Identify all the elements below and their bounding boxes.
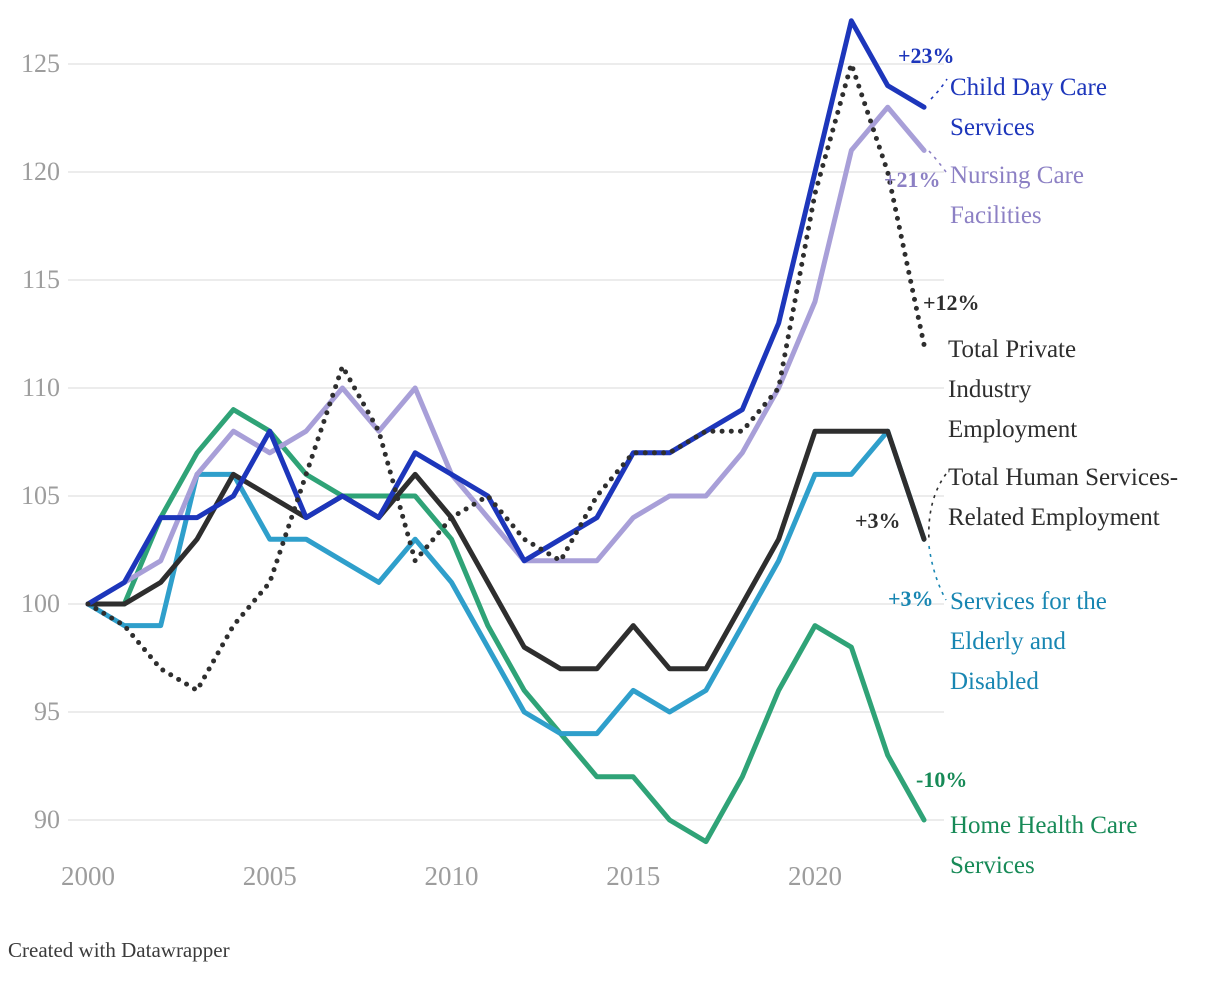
y-axis-tick-90: 90 xyxy=(34,805,60,834)
x-axis-tick-2010: 2010 xyxy=(424,861,479,891)
datawrapper-credit: Created with Datawrapper xyxy=(8,938,230,962)
y-axis-tick-120: 120 xyxy=(21,157,60,186)
change-label-total-private-industry-employment: +12% xyxy=(923,290,980,315)
change-label-services-for-the-elderly-and-disabled: +3% xyxy=(888,586,934,611)
line-nursing-care-facilities xyxy=(85,104,927,607)
x-axis-tick-2000: 2000 xyxy=(61,861,115,891)
change-label-nursing-care-facilities: +21% xyxy=(884,167,941,192)
line-total-private-industry-employment xyxy=(85,61,927,693)
line-services-for-the-elderly-and-disabled xyxy=(85,428,927,737)
series-label-home-health-care-services: Home Health Care Services xyxy=(950,812,1138,879)
y-axis-tick-115: 115 xyxy=(21,265,60,294)
y-axis-tick-105: 105 xyxy=(21,481,60,510)
line-home-health-care-services xyxy=(85,407,927,845)
change-label-home-health-care-services: -10% xyxy=(916,767,968,792)
change-label-total-human-services-related-employment: +3% xyxy=(855,508,901,533)
series-label-total-human-services-related-employment: Total Human Services-Related Employment xyxy=(948,464,1179,531)
y-axis-tick-125: 125 xyxy=(21,49,60,78)
y-axis-tick-110: 110 xyxy=(21,373,60,402)
leader-nursing-care-facilities xyxy=(928,150,947,173)
series-label-services-for-the-elderly-and-disabled: Services for the Elderly and Disabled xyxy=(950,588,1107,695)
line-child-day-care-services xyxy=(85,18,927,607)
leader-child-day-care-services xyxy=(930,78,948,100)
series-label-nursing-care-facilities: Nursing Care Facilities xyxy=(950,162,1084,229)
series-label-child-day-care-services: Child Day Care Services xyxy=(950,74,1107,141)
line-total-human-services-related-employment xyxy=(85,428,927,672)
y-axis-tick-95: 95 xyxy=(34,697,60,726)
leader-total-human-services-related-employment xyxy=(928,473,947,542)
series-label-total-private-industry-employment: Total Private Industry Employment xyxy=(948,336,1078,443)
y-axis-tick-100: 100 xyxy=(21,589,60,618)
change-label-child-day-care-services: +23% xyxy=(898,43,955,68)
x-axis-tick-2005: 2005 xyxy=(242,861,297,891)
x-axis-tick-2020: 2020 xyxy=(788,861,842,891)
x-axis-tick-2015: 2015 xyxy=(606,861,661,891)
